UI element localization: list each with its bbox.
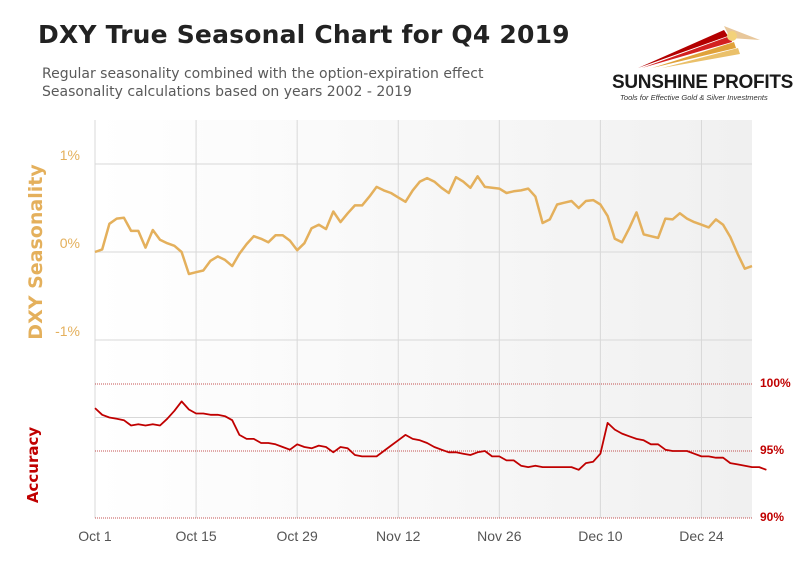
accuracy-series-line xyxy=(94,400,767,471)
plot-background xyxy=(95,120,752,518)
accuracy-tick-label: 90% xyxy=(760,510,784,524)
x-tick-label: Dec 24 xyxy=(679,528,724,544)
accuracy-y-axis: 100% 95% 90% xyxy=(95,376,791,524)
seasonality-tick-label: 1% xyxy=(60,147,80,163)
seasonality-tick-label: 0% xyxy=(60,235,80,251)
accuracy-axis-title: Accuracy xyxy=(24,427,42,503)
logo-tagline: Tools for Effective Gold & Silver Invest… xyxy=(620,93,768,102)
x-tick-label: Nov 26 xyxy=(477,528,522,544)
x-tick-label: Oct 1 xyxy=(78,528,112,544)
accuracy-tick-label: 100% xyxy=(760,376,791,390)
chart-title: DXY True Seasonal Chart for Q4 2019 xyxy=(38,20,570,49)
x-tick-label: Oct 29 xyxy=(277,528,318,544)
x-axis: Oct 1 Oct 15 Oct 29 Nov 12 Nov 26 Dec 10 Dec 2… xyxy=(78,120,724,544)
logo-name: SUNSHINE PROFITS xyxy=(612,72,793,93)
seasonality-y-axis: 1% 0% -1% xyxy=(55,147,752,341)
x-tick-label: Nov 12 xyxy=(376,528,421,544)
seasonality-series-line xyxy=(94,175,753,276)
seasonality-axis-title: DXY Seasonality xyxy=(25,164,47,340)
chart-subtitle-1: Regular seasonality combined with the op… xyxy=(42,66,484,82)
seasonality-tick-label: -1% xyxy=(55,323,80,339)
sunshine-profits-logo: SUNSHINE PROFITS Tools for Effective Gol… xyxy=(612,24,793,104)
rays-icon xyxy=(638,26,760,68)
x-tick-label: Oct 15 xyxy=(175,528,216,544)
chart-subtitle-2: Seasonality calculations based on years … xyxy=(42,84,412,100)
accuracy-tick-label: 95% xyxy=(760,443,784,457)
x-tick-label: Dec 10 xyxy=(578,528,623,544)
